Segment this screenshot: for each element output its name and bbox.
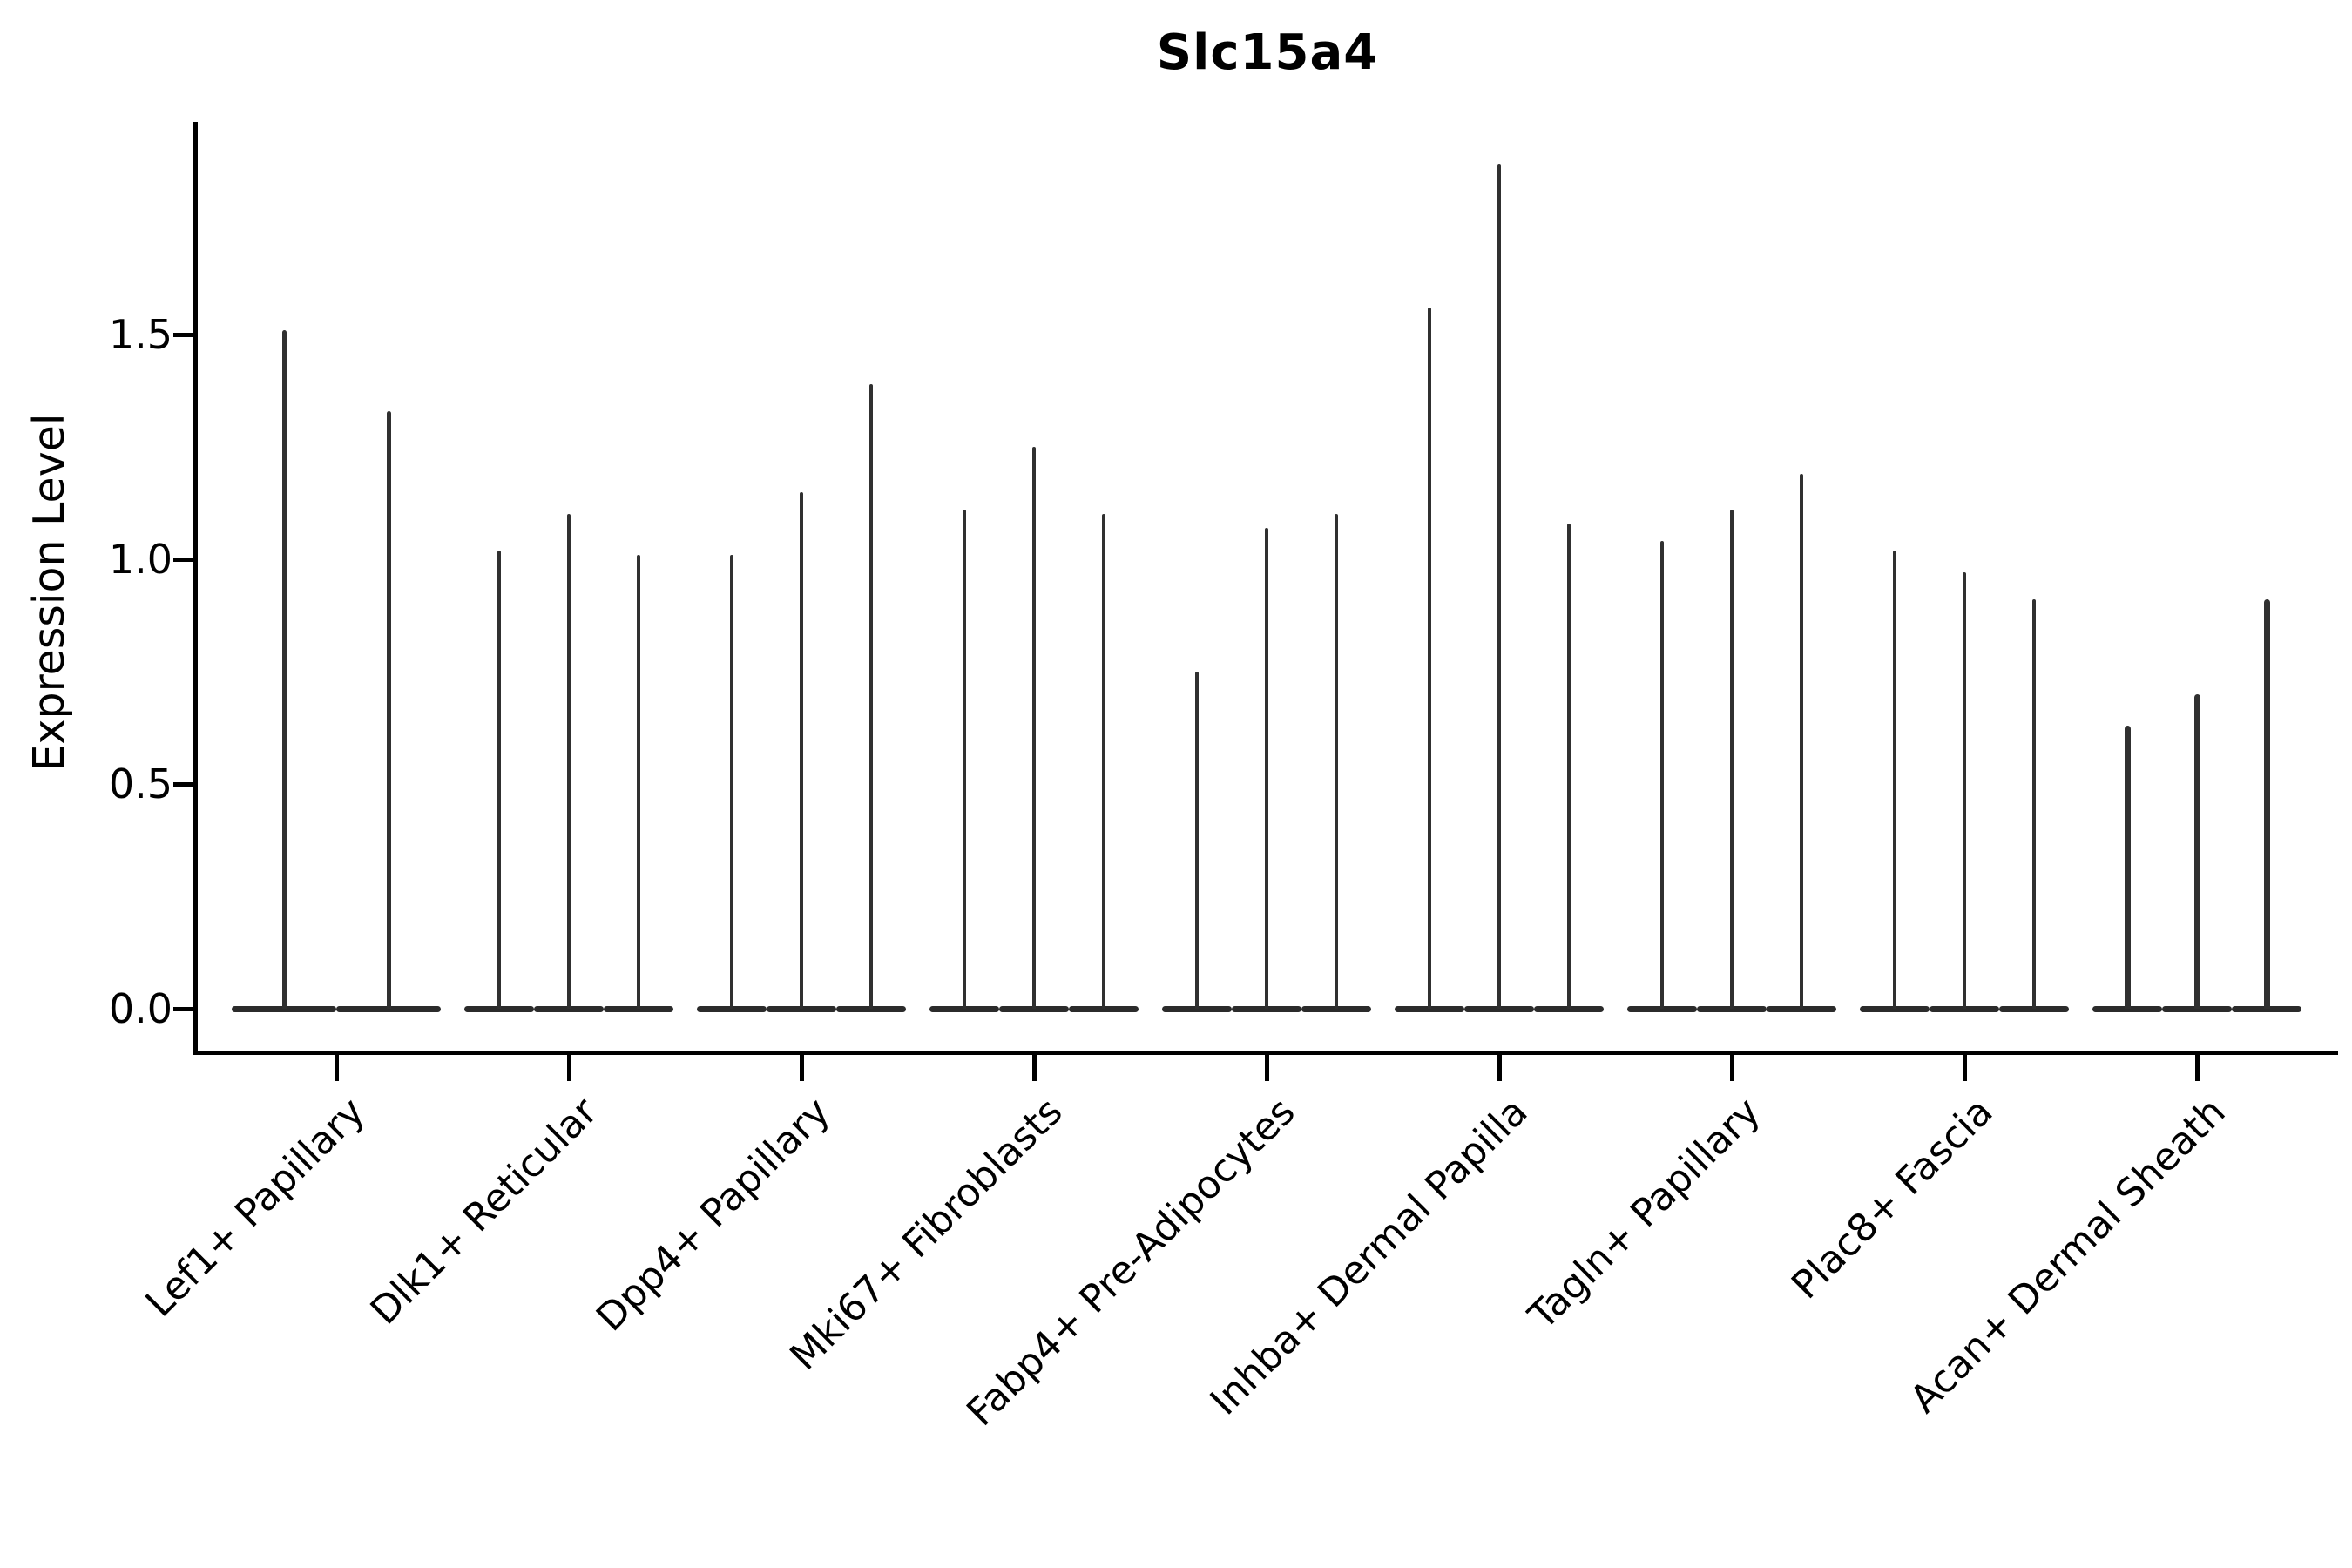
violin-needle xyxy=(1659,541,1665,1009)
y-tick-label: 0.5 xyxy=(108,760,172,808)
violin-needle xyxy=(868,383,874,1009)
violin-body xyxy=(1767,1005,1836,1012)
violin-body xyxy=(604,1005,673,1012)
violin-body xyxy=(767,1005,836,1012)
x-tick xyxy=(1264,1055,1269,1081)
violin-needle xyxy=(1729,510,1734,1009)
violin-body xyxy=(2162,1005,2232,1012)
y-tick-label: 1.0 xyxy=(108,536,172,583)
violin-needle xyxy=(281,329,287,1009)
violin-body xyxy=(1627,1005,1697,1012)
violin-needle xyxy=(1264,527,1269,1009)
violin-body xyxy=(1232,1005,1301,1012)
violin-body xyxy=(1301,1005,1371,1012)
violin-body xyxy=(336,1005,441,1012)
x-tick xyxy=(1497,1055,1502,1081)
violin-needle xyxy=(1427,308,1432,1009)
violin-needle xyxy=(1031,447,1037,1009)
violin-body xyxy=(1697,1005,1767,1012)
violin-body xyxy=(1162,1005,1232,1012)
violin-body xyxy=(2232,1005,2301,1012)
violin-body xyxy=(1395,1005,1464,1012)
violin-body xyxy=(836,1005,906,1012)
x-tick xyxy=(2194,1055,2200,1081)
x-tick xyxy=(799,1055,804,1081)
violin-body xyxy=(1930,1005,1999,1012)
violin-needle xyxy=(1497,163,1502,1009)
violin-needle xyxy=(566,514,571,1009)
violin-needle xyxy=(1101,514,1106,1009)
x-tick xyxy=(566,1055,571,1081)
violin-needle xyxy=(386,410,391,1009)
y-axis-spine xyxy=(193,122,198,1055)
violin-needle xyxy=(729,554,734,1009)
y-tick xyxy=(173,332,194,337)
violin-needle xyxy=(2031,599,2037,1009)
x-tick xyxy=(1729,1055,1734,1081)
y-tick xyxy=(173,557,194,562)
violin-body xyxy=(697,1005,767,1012)
violin-body xyxy=(1534,1005,1604,1012)
violin-body xyxy=(534,1005,604,1012)
violin-body xyxy=(1464,1005,1534,1012)
violin-needle xyxy=(962,510,967,1009)
violin-needle xyxy=(2124,725,2131,1009)
violin-needle xyxy=(1962,572,1967,1009)
violin-body xyxy=(464,1005,534,1012)
violin-needle xyxy=(497,550,502,1009)
violin-body xyxy=(999,1005,1069,1012)
violin-body xyxy=(1999,1005,2069,1012)
x-tick-label: Dlk1+ Reticular xyxy=(362,1089,606,1334)
violin-body xyxy=(2092,1005,2162,1012)
x-tick xyxy=(1031,1055,1037,1081)
chart-title: Slc15a4 xyxy=(1156,24,1379,81)
violin-body xyxy=(1069,1005,1139,1012)
violin-needle xyxy=(799,491,804,1009)
violin-body xyxy=(232,1005,336,1012)
y-tick xyxy=(173,1006,194,1011)
x-axis-spine xyxy=(193,1051,2338,1055)
y-tick-label: 0.0 xyxy=(108,985,172,1032)
violin-needle xyxy=(2193,693,2200,1009)
violin-body xyxy=(929,1005,999,1012)
violin-needle xyxy=(2263,599,2270,1009)
x-tick-label: Lef1+ Papillary xyxy=(137,1089,374,1326)
x-tick xyxy=(1962,1055,1967,1081)
violin-needle xyxy=(636,554,641,1009)
violin-needle xyxy=(1566,523,1571,1009)
violin-needle xyxy=(1194,672,1200,1009)
y-tick-label: 1.5 xyxy=(108,311,172,358)
y-tick xyxy=(173,781,194,787)
violin-body xyxy=(1860,1005,1930,1012)
x-tick xyxy=(334,1055,339,1081)
violin-needle xyxy=(1892,550,1897,1009)
violin-needle xyxy=(1799,473,1804,1009)
violin-needle xyxy=(1334,514,1339,1009)
